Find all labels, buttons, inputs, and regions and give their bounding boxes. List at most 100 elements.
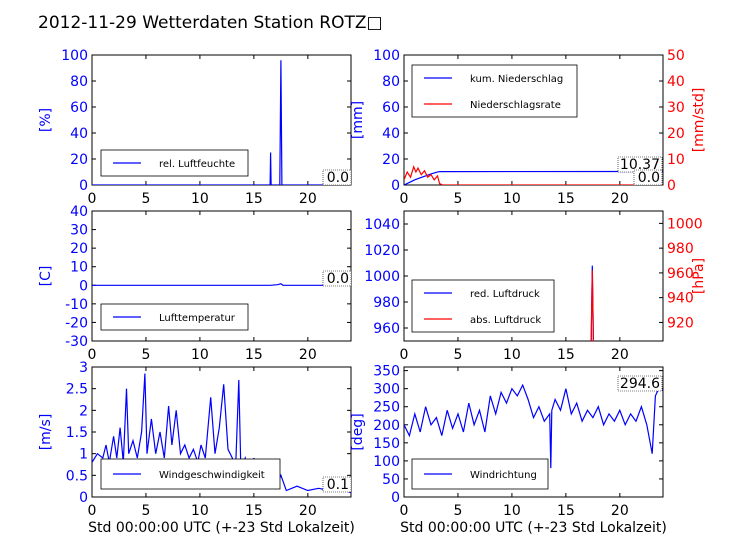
y-tick-label: 1020 <box>364 243 400 259</box>
value-box <box>617 375 663 392</box>
x-tick-label: 5 <box>453 347 462 363</box>
y-right-tick-label: 50 <box>667 48 685 64</box>
y-tick-label: 100 <box>373 48 400 64</box>
y-tick-label: -20 <box>65 315 88 331</box>
x-tick-label: 5 <box>141 347 150 363</box>
value-label: 0.0 <box>638 170 660 186</box>
value-box <box>322 169 352 186</box>
y-right-tick-label: 1000 <box>667 216 703 232</box>
y-tick-label: 1040 <box>364 217 400 233</box>
series-line-abs-luftdruck <box>590 270 594 341</box>
x-tick-label: 20 <box>611 347 629 363</box>
x-tick-label: 10 <box>503 191 521 207</box>
y-tick-label: 60 <box>70 100 88 116</box>
value-label: 0.1 <box>327 477 349 493</box>
panel-temperature: 0 5 10 15 20 -30 -20 -10 0 10 20 30 40 [C] Lufttempera… <box>38 204 352 363</box>
y-tick-label: 1000 <box>364 269 400 285</box>
series-line-kum-niederschlag <box>404 170 663 185</box>
x-tick-label: 20 <box>611 503 629 519</box>
legend-label: kum. Niederschlag <box>470 74 563 85</box>
y-axis-label: [mm] <box>350 101 366 139</box>
value-label: 0.0 <box>327 170 349 186</box>
y-tick-label: 10 <box>70 260 88 276</box>
y-right-tick-label: 20 <box>667 126 685 142</box>
y-axis-label: [C] <box>38 266 54 287</box>
y-tick-label: 30 <box>70 223 88 239</box>
x-tick-label: 20 <box>611 191 629 207</box>
y-right-tick-label: 920 <box>667 315 694 331</box>
legend-label: Lufttemperatur <box>159 313 236 324</box>
series-line-niederschlagsrate <box>404 165 663 185</box>
y-axis-label: [%] <box>38 108 54 132</box>
y-axis-label: [m/s] <box>38 414 54 451</box>
value-box <box>633 169 663 186</box>
series-line-lufttemperatur <box>92 283 351 286</box>
y-axis-label: [deg] <box>350 413 366 450</box>
y-tick-label: 100 <box>373 454 400 470</box>
y-right-tick-label: 10 <box>667 152 685 168</box>
x-tick-label: 5 <box>141 191 150 207</box>
value-label: 0.0 <box>327 271 349 287</box>
value-label: 294.6 <box>620 376 660 392</box>
y-tick-label: 20 <box>70 241 88 257</box>
y-tick-label: 150 <box>373 436 400 452</box>
x-axis-label: Std 00:00:00 UTC (+-23 Std Lokalzeit) <box>400 520 667 536</box>
legend-label: rel. Luftfeuchte <box>159 159 235 170</box>
y-tick-label: 350 <box>373 364 400 380</box>
panel-pressure: 0 5 10 15 20 960 980 1000 1020 1040 920 940 960 980 10… <box>364 210 707 363</box>
x-tick-label: 20 <box>299 191 317 207</box>
y-tick-label: 250 <box>373 400 400 416</box>
legend-label: Windgeschwindigkeit <box>159 470 265 481</box>
legend: rel. Luftfeuchte <box>100 149 249 177</box>
y-right-axis-label: [hPa] <box>691 258 707 294</box>
y-tick-label: 40 <box>382 126 400 142</box>
x-tick-label: 10 <box>503 347 521 363</box>
legend: kum. Niederschlag Niederschlagsrate <box>411 64 578 118</box>
y-tick-label: 2.5 <box>66 382 88 398</box>
x-tick-label: 0 <box>88 503 97 519</box>
y-tick-label: 0 <box>79 490 88 506</box>
x-tick-label: 10 <box>191 191 209 207</box>
x-tick-label: 5 <box>453 191 462 207</box>
y-tick-label: 0 <box>391 490 400 506</box>
y-right-tick-label: 960 <box>667 266 694 282</box>
legend: Windgeschwindigkeit <box>100 458 281 490</box>
y-right-tick-label: 30 <box>667 100 685 116</box>
legend: Lufttemperatur <box>100 303 249 331</box>
legend-label: abs. Luftdruck <box>470 315 541 326</box>
x-tick-label: 0 <box>400 503 409 519</box>
y-tick-label: 0 <box>79 278 88 294</box>
y-right-axis-label: [mm/std] <box>691 88 707 153</box>
x-tick-label: 0 <box>88 347 97 363</box>
y-right-tick-label: 0 <box>667 178 676 194</box>
y-tick-label: 3 <box>79 360 88 376</box>
y-right-tick-label: 40 <box>667 74 685 90</box>
x-tick-label: 20 <box>299 503 317 519</box>
x-tick-label: 15 <box>245 347 263 363</box>
y-tick-label: 60 <box>382 100 400 116</box>
value-label: 10.37 <box>620 157 660 173</box>
legend-frame <box>411 279 555 333</box>
y-tick-label: 0 <box>391 178 400 194</box>
legend-frame <box>411 64 578 118</box>
y-tick-label: -30 <box>65 334 88 350</box>
panel-precip: 0 5 10 15 20 0 20 40 60 80 100 0 10 20 30 40 50 [mm] [mm/s… <box>350 48 707 207</box>
x-tick-label: 15 <box>245 191 263 207</box>
series-line-windrichtung <box>404 383 663 469</box>
y-tick-label: 80 <box>382 74 400 90</box>
x-tick-label: 0 <box>400 347 409 363</box>
y-tick-label: 0.5 <box>66 468 88 484</box>
x-tick-label: 20 <box>299 347 317 363</box>
x-tick-label: 10 <box>191 347 209 363</box>
x-tick-label: 0 <box>400 191 409 207</box>
x-tick-label: 15 <box>557 191 575 207</box>
y-tick-label: 1 <box>79 447 88 463</box>
y-tick-label: 40 <box>70 204 88 220</box>
y-tick-label: 20 <box>70 152 88 168</box>
x-tick-label: 10 <box>503 503 521 519</box>
x-tick-label: 10 <box>191 503 209 519</box>
value-box <box>322 476 352 493</box>
